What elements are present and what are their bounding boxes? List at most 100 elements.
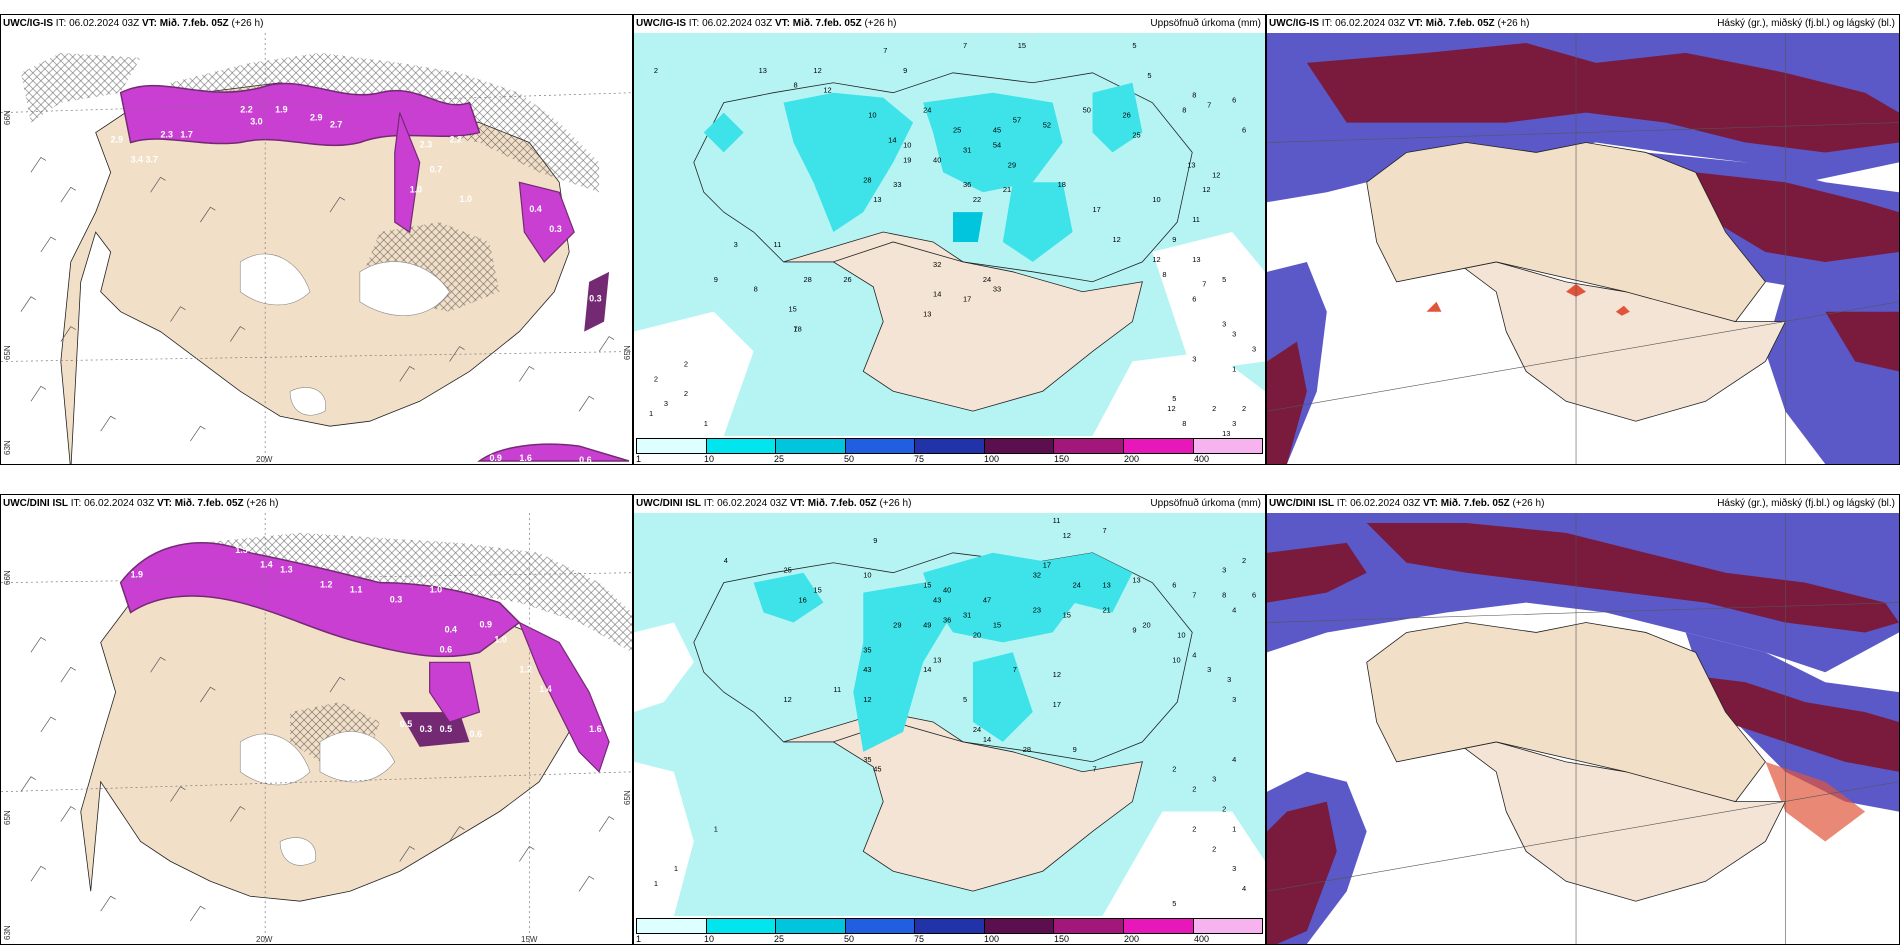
snow-value: 1.3 xyxy=(280,565,292,575)
snow-value: 1.2 xyxy=(519,664,531,674)
svg-text:3: 3 xyxy=(1222,320,1226,329)
colorbar-swatch xyxy=(1054,919,1124,933)
svg-text:11: 11 xyxy=(1192,215,1200,224)
iceland-land xyxy=(1396,261,1787,422)
colorbar-tick: 100 xyxy=(984,934,1000,944)
svg-text:20: 20 xyxy=(1142,620,1150,629)
svg-text:2: 2 xyxy=(1212,844,1216,853)
svg-text:12: 12 xyxy=(813,66,821,75)
snow-value: 0.5 xyxy=(400,719,412,729)
snow-value: 1.4 xyxy=(539,684,551,694)
snow-map: 1.5 1.4 1.3 1.2 1.1 0.4 0.6 1.0 0.9 0.3 … xyxy=(1,513,632,944)
svg-text:43: 43 xyxy=(863,665,871,674)
snow-value: 0.6 xyxy=(440,644,452,654)
svg-text:15: 15 xyxy=(923,581,931,590)
svg-text:25: 25 xyxy=(784,566,792,575)
lat-label: 63N xyxy=(3,440,12,455)
panel-header: UWC/DINI ISL IT: 06.02.2024 03Z VT: Mið.… xyxy=(634,495,1265,513)
precip-colorbar xyxy=(636,438,1263,454)
svg-text:2: 2 xyxy=(654,374,658,383)
snow-value: 0.3 xyxy=(589,294,601,304)
svg-text:3: 3 xyxy=(1232,330,1236,339)
svg-text:13: 13 xyxy=(1132,576,1140,585)
svg-text:15: 15 xyxy=(1018,41,1026,50)
svg-text:1: 1 xyxy=(1232,364,1236,373)
svg-text:18: 18 xyxy=(1058,180,1066,189)
svg-text:3: 3 xyxy=(1222,566,1226,575)
colorbar-swatch xyxy=(637,439,707,453)
lat-label: 66N xyxy=(3,570,12,585)
svg-text:45: 45 xyxy=(993,126,1001,135)
svg-text:9: 9 xyxy=(1132,625,1136,634)
svg-text:9: 9 xyxy=(1172,235,1176,244)
svg-text:3: 3 xyxy=(1232,864,1236,873)
colorbar-tick: 50 xyxy=(844,454,855,464)
cloud-map xyxy=(1267,513,1899,944)
snow-value: 3.0 xyxy=(250,117,262,127)
snow-band-north xyxy=(119,542,521,658)
svg-text:3: 3 xyxy=(1232,419,1236,428)
iceland-land xyxy=(783,231,1143,412)
snow-value: 2.2 xyxy=(240,105,252,115)
lon-label: 15W xyxy=(521,935,538,944)
svg-text:7: 7 xyxy=(883,46,887,55)
svg-text:28: 28 xyxy=(1023,745,1031,754)
colorbar-tick: 1 xyxy=(636,934,642,944)
svg-text:11: 11 xyxy=(1053,516,1061,525)
svg-text:8: 8 xyxy=(754,285,758,294)
bottom-snow-panel: UWC/DINI ISL IT: 06.02.2024 03Z VT: Mið.… xyxy=(0,494,633,945)
svg-text:26: 26 xyxy=(1122,111,1130,120)
svg-text:36: 36 xyxy=(963,180,971,189)
svg-text:18: 18 xyxy=(793,325,801,334)
svg-text:8: 8 xyxy=(1162,270,1166,279)
svg-text:2: 2 xyxy=(1212,404,1216,413)
lat-label: 66N xyxy=(3,110,12,125)
svg-text:3: 3 xyxy=(1207,665,1211,674)
snow-value: 0.3 xyxy=(420,724,432,734)
bottom-cloud-panel: UWC/DINI ISL IT: 06.02.2024 03Z VT: Mið.… xyxy=(1266,494,1900,945)
svg-text:2: 2 xyxy=(1242,404,1246,413)
panel-header: UWC/IG-IS IT: 06.02.2024 03Z VT: Mið. 7.… xyxy=(1,15,632,33)
snow-value: 0.3 xyxy=(549,224,561,234)
colorbar-swatch xyxy=(776,439,846,453)
snow-value: 0.3 xyxy=(390,269,402,279)
svg-text:12: 12 xyxy=(823,86,831,95)
svg-text:7: 7 xyxy=(1192,591,1196,600)
snow-value: 2.7 xyxy=(330,120,342,130)
svg-text:24: 24 xyxy=(983,275,991,284)
svg-text:33: 33 xyxy=(993,285,1001,294)
svg-text:23: 23 xyxy=(1033,606,1041,615)
svg-text:12: 12 xyxy=(1152,255,1160,264)
snow-value: 0.9 xyxy=(479,619,491,629)
svg-text:12: 12 xyxy=(1053,670,1061,679)
svg-text:10: 10 xyxy=(868,111,876,120)
svg-text:1: 1 xyxy=(654,879,658,888)
svg-text:5: 5 xyxy=(1222,275,1226,284)
top-precip-panel: UWC/IG-IS IT: 06.02.2024 03Z VT: Mið. 7.… xyxy=(633,14,1266,465)
snow-map: 2.2 1.9 3.0 2.9 2.7 2.3 1.7 3.4 2.2 1.0 … xyxy=(1,33,632,464)
svg-text:21: 21 xyxy=(1003,185,1011,194)
precip-map: 2 13 12 12 8 7 9 7 15 5 10 24 10 25 45 57 52 50 26 25… xyxy=(634,33,1265,436)
precip-colorbar xyxy=(636,918,1263,934)
svg-text:33: 33 xyxy=(893,180,901,189)
snow-value: 0.4 xyxy=(445,624,457,634)
svg-text:13: 13 xyxy=(1222,429,1230,436)
svg-text:24: 24 xyxy=(923,106,931,115)
snow-value: 0.3 xyxy=(390,595,402,605)
svg-text:7: 7 xyxy=(1093,765,1097,774)
svg-text:12: 12 xyxy=(784,695,792,704)
snow-band-north xyxy=(119,82,481,147)
panel-header: UWC/IG-IS IT: 06.02.2024 03Z VT: Mið. 7.… xyxy=(1267,15,1899,33)
svg-text:7: 7 xyxy=(1202,280,1206,289)
panel-title: Uppsöfnuð úrkoma (mm) xyxy=(1150,18,1261,29)
svg-text:10: 10 xyxy=(1177,630,1185,639)
svg-text:3: 3 xyxy=(734,240,738,249)
svg-text:2: 2 xyxy=(654,66,658,75)
snow-value: 1.0 xyxy=(410,184,422,194)
svg-text:11: 11 xyxy=(774,240,782,249)
svg-text:16: 16 xyxy=(798,596,806,605)
colorbar-swatch xyxy=(1123,439,1194,453)
colorbar-tick: 25 xyxy=(774,934,785,944)
snow-value: 1.7 xyxy=(180,130,192,140)
svg-text:13: 13 xyxy=(1187,160,1195,169)
